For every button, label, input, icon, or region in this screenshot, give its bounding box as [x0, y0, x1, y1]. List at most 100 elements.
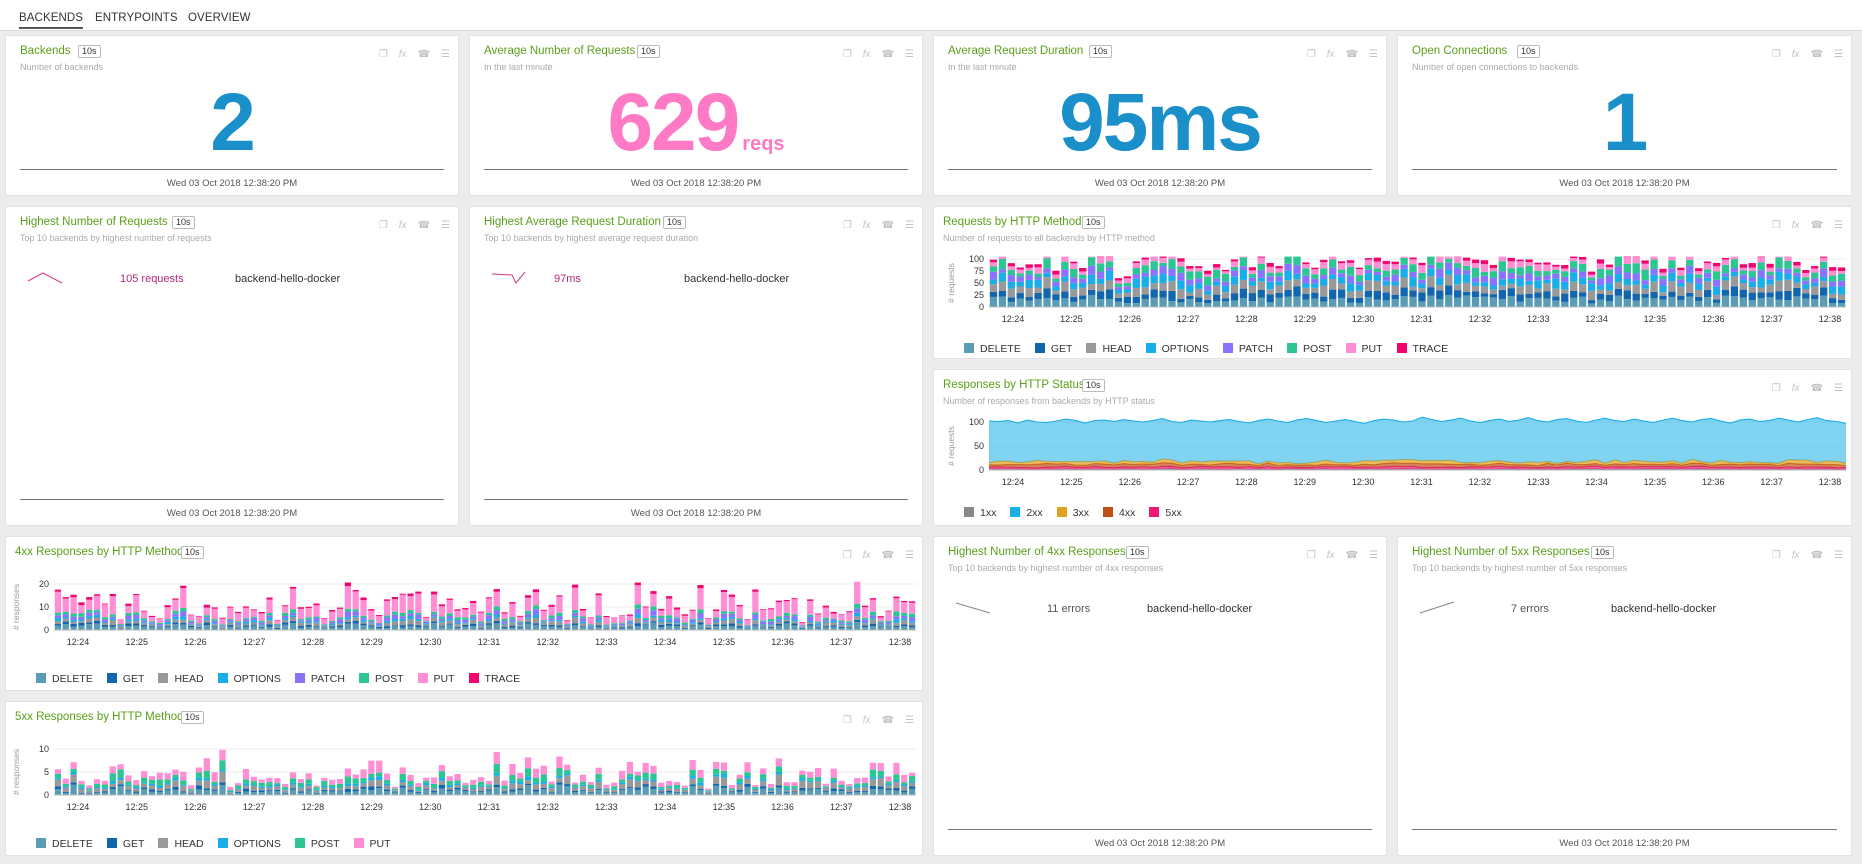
- legend-item-head[interactable]: HEAD: [1086, 343, 1132, 355]
- menu-icon[interactable]: ☰: [441, 220, 450, 231]
- copy-icon[interactable]: ❐: [1771, 550, 1781, 561]
- legend-item-post[interactable]: POST: [294, 838, 340, 850]
- legend-item-put[interactable]: PUT: [353, 838, 391, 850]
- menu-icon[interactable]: ☰: [905, 220, 914, 231]
- bar-segment-get: [1132, 296, 1140, 304]
- fx-icon[interactable]: fx: [862, 550, 871, 561]
- legend-item-delete[interactable]: DELETE: [964, 343, 1021, 355]
- bell-icon[interactable]: ☎: [417, 49, 431, 60]
- copy-icon[interactable]: ❐: [1771, 383, 1781, 394]
- fx-icon[interactable]: fx: [1326, 550, 1335, 561]
- bar-segment-patch: [1578, 271, 1587, 278]
- bar-segment-delete: [462, 791, 469, 795]
- legend-item-post[interactable]: POST: [1286, 343, 1332, 355]
- bar-segment-head: [454, 624, 461, 627]
- menu-icon[interactable]: ☰: [1834, 550, 1843, 561]
- legend-item-head[interactable]: HEAD: [158, 838, 204, 850]
- copy-icon[interactable]: ❐: [1771, 49, 1781, 60]
- legend-item-get[interactable]: GET: [106, 838, 144, 850]
- bar-segment-delete: [1320, 301, 1328, 307]
- fx-icon[interactable]: fx: [1791, 49, 1800, 60]
- bar-segment-get: [1311, 292, 1319, 299]
- menu-icon[interactable]: ☰: [441, 49, 450, 60]
- bar-segment-options: [877, 624, 884, 626]
- menu-icon[interactable]: ☰: [1834, 49, 1843, 60]
- fx-icon[interactable]: fx: [862, 715, 871, 726]
- copy-icon[interactable]: ❐: [842, 220, 852, 231]
- legend-item-get[interactable]: GET: [106, 673, 144, 685]
- bell-icon[interactable]: ☎: [881, 550, 895, 561]
- copy-icon[interactable]: ❐: [842, 715, 852, 726]
- legend-item-options[interactable]: OPTIONS: [217, 673, 281, 685]
- bar-segment-delete: [893, 627, 900, 630]
- bell-icon[interactable]: ☎: [1345, 550, 1359, 561]
- y-tick-label: 0: [44, 625, 49, 635]
- legend-item-trace[interactable]: TRACE: [468, 673, 520, 685]
- copy-icon[interactable]: ❐: [378, 49, 388, 60]
- interval-badge: 10s: [1089, 45, 1112, 58]
- bell-icon[interactable]: ☎: [881, 220, 895, 231]
- copy-icon[interactable]: ❐: [1306, 49, 1316, 60]
- legend-item-delete[interactable]: DELETE: [36, 838, 93, 850]
- tab-backends[interactable]: BACKENDS: [19, 12, 84, 29]
- bell-icon[interactable]: ☎: [1810, 49, 1824, 60]
- copy-icon[interactable]: ❐: [1306, 550, 1316, 561]
- bar-segment-put: [250, 610, 257, 617]
- copy-icon[interactable]: ❐: [1771, 220, 1781, 231]
- fx-icon[interactable]: fx: [1791, 220, 1800, 231]
- legend-item-delete[interactable]: DELETE: [36, 673, 93, 685]
- legend-item-post[interactable]: POST: [358, 673, 404, 685]
- legend-item-trace[interactable]: TRACE: [1396, 343, 1448, 355]
- bell-icon[interactable]: ☎: [417, 220, 431, 231]
- legend-item-5xx[interactable]: 5xx: [1149, 507, 1182, 519]
- fx-icon[interactable]: fx: [1791, 550, 1800, 561]
- bar-segment-post: [666, 615, 673, 619]
- bell-icon[interactable]: ☎: [1810, 383, 1824, 394]
- bell-icon[interactable]: ☎: [881, 715, 895, 726]
- bar-segment-options: [329, 623, 336, 626]
- fx-icon[interactable]: fx: [398, 49, 407, 60]
- legend-item-patch[interactable]: PATCH: [294, 673, 345, 685]
- menu-icon[interactable]: ☰: [905, 550, 914, 561]
- fx-icon[interactable]: fx: [398, 220, 407, 231]
- menu-icon[interactable]: ☰: [1369, 49, 1378, 60]
- menu-icon[interactable]: ☰: [1834, 220, 1843, 231]
- fx-icon[interactable]: fx: [862, 220, 871, 231]
- fx-icon[interactable]: fx: [1791, 383, 1800, 394]
- menu-icon[interactable]: ☰: [905, 49, 914, 60]
- bell-icon[interactable]: ☎: [881, 49, 895, 60]
- menu-icon[interactable]: ☰: [905, 715, 914, 726]
- fx-icon[interactable]: fx: [1326, 49, 1335, 60]
- legend-item-put[interactable]: PUT: [1345, 343, 1383, 355]
- bar-segment-put: [1811, 268, 1819, 273]
- copy-icon[interactable]: ❐: [842, 550, 852, 561]
- legend-item-3xx[interactable]: 3xx: [1056, 507, 1089, 519]
- legend-item-put[interactable]: PUT: [417, 673, 455, 685]
- legend-item-options[interactable]: OPTIONS: [1145, 343, 1209, 355]
- copy-icon[interactable]: ❐: [842, 49, 852, 60]
- legend-item-1xx[interactable]: 1xx: [964, 507, 996, 519]
- copy-icon[interactable]: ❐: [378, 220, 388, 231]
- bar-segment-delete: [799, 628, 806, 630]
- tab-entrypoints[interactable]: ENTRYPOINTS: [95, 12, 178, 24]
- legend-item-2xx[interactable]: 2xx: [1010, 507, 1043, 519]
- bell-icon[interactable]: ☎: [1345, 49, 1359, 60]
- bar-segment-put: [736, 774, 743, 779]
- legend-item-4xx[interactable]: 4xx: [1103, 507, 1135, 519]
- tab-overview[interactable]: OVERVIEW: [188, 12, 251, 24]
- menu-icon[interactable]: ☰: [1369, 550, 1378, 561]
- fx-icon[interactable]: fx: [862, 49, 871, 60]
- legend-item-get[interactable]: GET: [1034, 343, 1072, 355]
- bar-segment-get: [1346, 298, 1355, 303]
- x-tick-label: 12:35: [1644, 314, 1667, 324]
- legend-item-options[interactable]: OPTIONS: [217, 838, 281, 850]
- bell-icon[interactable]: ☎: [1810, 550, 1824, 561]
- menu-icon[interactable]: ☰: [1834, 383, 1843, 394]
- bell-icon[interactable]: ☎: [1810, 220, 1824, 231]
- legend-item-head[interactable]: HEAD: [158, 673, 204, 685]
- legend-item-patch[interactable]: PATCH: [1222, 343, 1273, 355]
